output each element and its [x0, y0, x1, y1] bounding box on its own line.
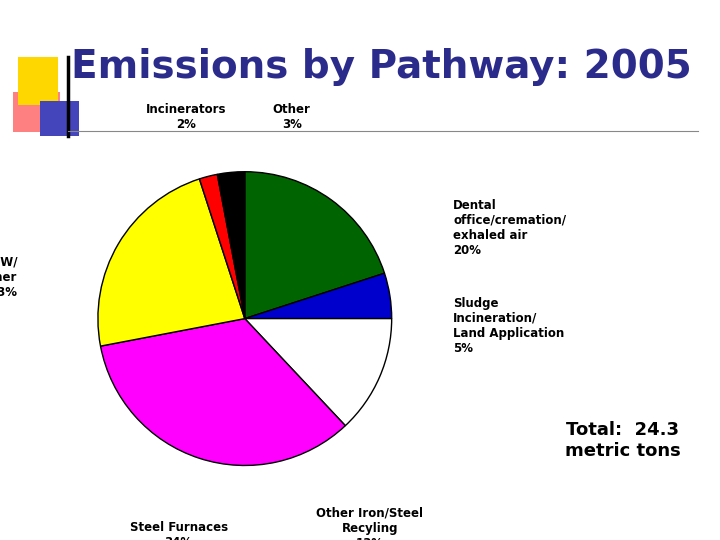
Wedge shape	[245, 172, 384, 319]
Bar	[13, 92, 60, 132]
Wedge shape	[245, 319, 392, 426]
Wedge shape	[217, 172, 245, 319]
Text: Incinerators
2%: Incinerators 2%	[145, 103, 226, 131]
Wedge shape	[101, 319, 346, 465]
Text: Emissions by Pathway: 2005: Emissions by Pathway: 2005	[71, 49, 691, 86]
Bar	[18, 57, 58, 105]
Text: Sludge
Incineration/
Land Application
5%: Sludge Incineration/ Land Application 5%	[454, 297, 564, 355]
Bar	[40, 101, 79, 136]
Text: Dental
office/cremation/
exhaled air
20%: Dental office/cremation/ exhaled air 20%	[454, 199, 567, 256]
Text: Total:  24.3
metric tons: Total: 24.3 metric tons	[565, 421, 680, 460]
Wedge shape	[245, 273, 392, 319]
Wedge shape	[98, 179, 245, 346]
Wedge shape	[199, 174, 245, 319]
Text: Other MSW/
Consumer
23%: Other MSW/ Consumer 23%	[0, 256, 17, 299]
Text: Other Iron/Steel
Recyling
13%: Other Iron/Steel Recyling 13%	[316, 507, 423, 540]
Text: Other
3%: Other 3%	[273, 103, 311, 131]
Text: Steel Furnaces
34%: Steel Furnaces 34%	[130, 521, 228, 540]
